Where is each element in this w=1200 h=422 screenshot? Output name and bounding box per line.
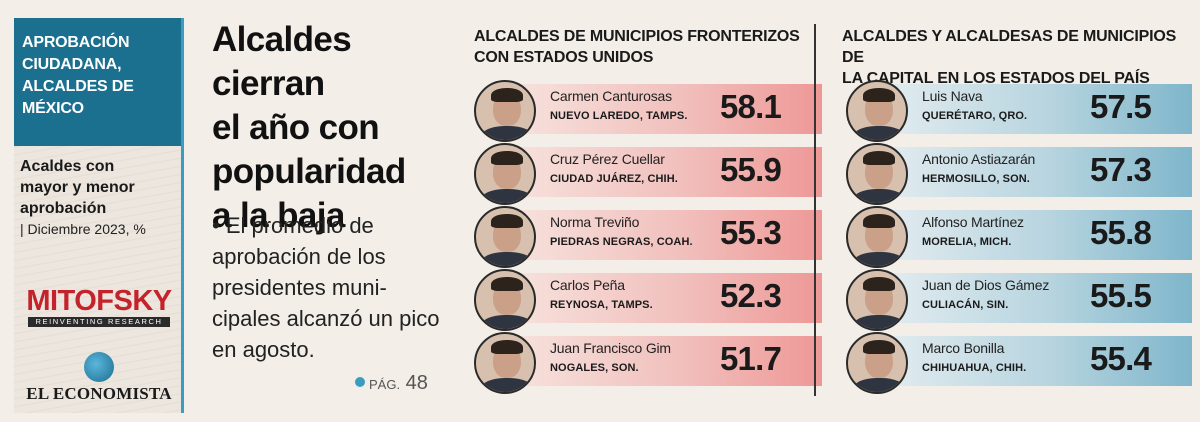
mayor-row: Carmen Canturosas NUEVO LAREDO, TAMPS. 58.… [474, 80, 830, 142]
mayor-municipality: CIUDAD JUÁREZ, CHIH. [550, 173, 678, 185]
headline-line: el año con [212, 108, 380, 147]
sidebar-heading-line: MÉXICO [22, 100, 84, 117]
approval-value: 55.3 [720, 214, 782, 251]
approval-value: 57.3 [1090, 151, 1152, 188]
mayor-row: Marco Bonilla CHIHUAHUA, CHIH. 55.4 [846, 332, 1200, 394]
approval-bar [506, 336, 822, 386]
sidebar-heading-line: ALCALDES DE [22, 78, 134, 95]
approval-bar [878, 84, 1192, 134]
sidebar-subtitle-line: mayor y menor [20, 179, 135, 196]
mayor-name: Cruz Pérez Cuellar [550, 151, 665, 167]
el-economista-logo: EL ECONOMISTA [14, 352, 184, 404]
mayor-name: Carmen Canturosas [550, 88, 672, 104]
approval-value: 55.5 [1090, 277, 1152, 314]
mayor-municipality: HERMOSILLO, SON. [922, 173, 1030, 185]
sidebar-heading-line: CIUDADANA, [22, 56, 122, 73]
approval-bar [506, 84, 822, 134]
approval-bar [878, 210, 1192, 260]
sidebar-heading: APROBACIÓN CIUDADANA, ALCALDES DE MÉXICO [14, 18, 181, 146]
mayor-municipality: PIEDRAS NEGRAS, COAH. [550, 236, 693, 248]
border-panel-title-line: CON ESTADOS UNIDOS [474, 49, 654, 66]
mayor-photo [846, 206, 908, 268]
mayor-municipality: CHIHUAHUA, CHIH. [922, 362, 1027, 374]
mayor-photo [846, 80, 908, 142]
mayor-name: Marco Bonilla [922, 340, 1005, 356]
mitofsky-logo: MITOFSKY REINVENTING RESEARCH [20, 286, 178, 327]
sidebar-subtitle: Acaldes con mayor y menor aprobación [14, 146, 181, 219]
mayor-municipality: CULIACÁN, SIN. [922, 299, 1009, 311]
panel-divider [814, 24, 816, 396]
mayor-photo [474, 332, 536, 394]
mayor-photo [474, 80, 536, 142]
mayor-name: Luis Nava [922, 88, 983, 104]
mitofsky-tagline: REINVENTING RESEARCH [28, 317, 170, 327]
headline-line: popularidad [212, 152, 406, 191]
mayor-row: Juan de Dios Gámez CULIACÁN, SIN. 55.5 [846, 269, 1200, 331]
sidebar-heading-line: APROBACIÓN [22, 34, 130, 51]
border-panel-title-line: ALCALDES DE MUNICIPIOS FRONTERIZOS [474, 28, 800, 45]
approval-value: 55.9 [720, 151, 782, 188]
mayor-municipality: QUERÉTARO, QRO. [922, 110, 1028, 122]
globe-icon [84, 352, 114, 382]
mayor-row: Juan Francisco Gim NOGALES, SON. 51.7 [474, 332, 830, 394]
mayor-municipality: MORELIA, MICH. [922, 236, 1012, 248]
el-economista-wordmark: EL ECONOMISTA [26, 384, 172, 403]
mayor-name: Antonio Astiazarán [922, 151, 1036, 167]
headline: Alcaldes cierran el año con popularidad … [212, 18, 452, 238]
sidebar-subtitle-line: Acaldes con [20, 158, 115, 175]
mayor-name: Carlos Peña [550, 277, 625, 293]
sidebar-subtitle-line: aprobación [20, 200, 107, 217]
mayor-name: Norma Treviño [550, 214, 640, 230]
page-reference: PÁG. 48 [355, 372, 428, 395]
page-reference-label: PÁG. [369, 377, 401, 392]
sidebar: APROBACIÓN CIUDADANA, ALCALDES DE MÉXICO… [14, 18, 184, 413]
mayor-row: Norma Treviño PIEDRAS NEGRAS, COAH. 55.3 [474, 206, 830, 268]
mayor-row: Luis Nava QUERÉTARO, QRO. 57.5 [846, 80, 1200, 142]
approval-bar [878, 273, 1192, 323]
mayor-photo [474, 206, 536, 268]
mayor-municipality: NOGALES, SON. [550, 362, 639, 374]
approval-bar [506, 210, 822, 260]
headline-line: a la baja [212, 196, 345, 235]
approval-value: 51.7 [720, 340, 782, 377]
mayor-municipality: NUEVO LAREDO, TAMPS. [550, 110, 688, 122]
approval-bar [878, 336, 1192, 386]
capital-panel-title-line: LA CAPITAL EN LOS ESTADOS DEL PAÍS [842, 70, 1150, 87]
mayor-name: Juan de Dios Gámez [922, 277, 1050, 293]
mitofsky-wordmark: MITOFSKY [26, 285, 172, 317]
approval-value: 55.8 [1090, 214, 1152, 251]
mayor-row: Alfonso Martínez MORELIA, MICH. 55.8 [846, 206, 1200, 268]
mayor-row: Carlos Peña REYNOSA, TAMPS. 52.3 [474, 269, 830, 331]
headline-line: Alcaldes cierran [212, 20, 352, 103]
approval-value: 55.4 [1090, 340, 1152, 377]
mayor-photo [474, 269, 536, 331]
approval-bar [506, 147, 822, 197]
capital-panel-title: ALCALDES Y ALCALDESAS DE MUNICIPIOS DE L… [842, 26, 1182, 89]
bullet-dot-icon [355, 377, 365, 387]
mayor-row: Antonio Astiazarán HERMOSILLO, SON. 57.3 [846, 143, 1200, 205]
mayor-row: Cruz Pérez Cuellar CIUDAD JUÁREZ, CHIH. 55… [474, 143, 830, 205]
summary-text: • El promedio de aprobación de los presi… [212, 213, 440, 362]
page-reference-number: 48 [405, 372, 428, 394]
approval-value: 58.1 [720, 88, 782, 125]
mayor-photo [846, 332, 908, 394]
border-panel-title: ALCALDES DE MUNICIPIOS FRONTERIZOS CON E… [474, 26, 804, 68]
mayor-name: Alfonso Martínez [922, 214, 1024, 230]
mayor-photo [474, 143, 536, 205]
approval-bar [878, 147, 1192, 197]
mayor-name: Juan Francisco Gim [550, 340, 671, 356]
mayor-municipality: REYNOSA, TAMPS. [550, 299, 653, 311]
approval-bar [506, 273, 822, 323]
mayor-photo [846, 143, 908, 205]
approval-value: 52.3 [720, 277, 782, 314]
approval-value: 57.5 [1090, 88, 1152, 125]
capital-panel-title-line: ALCALDES Y ALCALDESAS DE MUNICIPIOS DE [842, 28, 1177, 66]
sidebar-date: | Diciembre 2023, % [20, 221, 146, 237]
mayor-photo [846, 269, 908, 331]
